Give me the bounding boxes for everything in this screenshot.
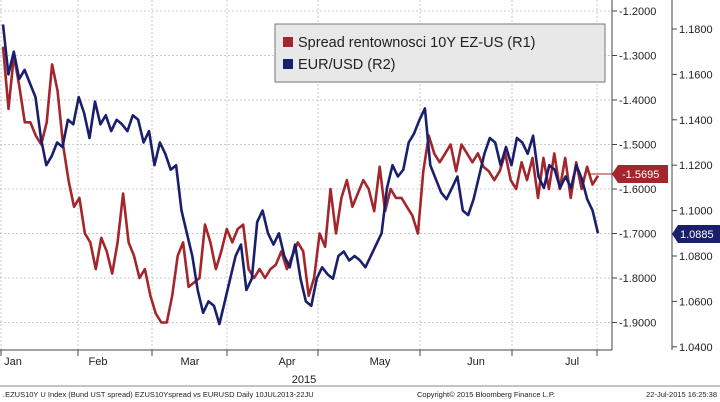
footer-timestamp: 22-Jul-2015 16:25:38 [646, 390, 717, 399]
right-tick-label: 1.0800 [679, 251, 713, 263]
eurusd-marker-shape [672, 225, 720, 243]
left-tick-label: -1.2000 [619, 6, 656, 18]
x-tick-label: Feb [89, 356, 108, 368]
right-tick-label: 1.1200 [679, 160, 713, 172]
legend: Spread rentownosci 10Y EZ-US (R1) EUR/US… [274, 23, 606, 83]
x-tick-label: Jun [467, 356, 485, 368]
series-lines [1, 24, 600, 326]
left-tick-label: -1.6000 [619, 184, 656, 196]
eurusd-series-line [1, 24, 600, 326]
x-tick-label: Jul [565, 356, 579, 368]
footer-source: .EZUS10Y U Index (Bund UST spread) EZUS1… [3, 390, 314, 399]
legend-swatch-spread [283, 37, 293, 47]
legend-swatch-eurusd [283, 59, 293, 69]
left-axis-ticks: -1.2000 -1.3000 -1.4000 -1.5000 -1.6000 -1.70… [612, 6, 656, 330]
right-tick-label: 1.1000 [679, 206, 713, 218]
right-tick-label: 1.1400 [679, 115, 713, 127]
last-value-marker-spread: -1.5695 [590, 165, 668, 183]
x-tick-label: Mar [181, 356, 200, 368]
year-label: 2015 [292, 374, 316, 386]
last-value-marker-eurusd: 1.0885 [672, 225, 720, 243]
right-tick-label: 1.0400 [679, 342, 713, 354]
right-tick-label: 1.1800 [679, 24, 713, 36]
left-tick-label: -1.5000 [619, 140, 656, 152]
left-tick-label: -1.9000 [619, 318, 656, 330]
x-tick-label: Jan [4, 356, 22, 368]
left-tick-label: -1.7000 [619, 229, 656, 241]
left-tick-label: -1.8000 [619, 273, 656, 285]
legend-label-eurusd: EUR/USD (R2) [298, 57, 395, 73]
right-tick-label: 1.1600 [679, 69, 713, 81]
x-tick-label: May [370, 356, 391, 368]
right-axis-ticks: 1.1800 1.1600 1.1400 1.1200 1.1000 1.0800 1.06… [672, 24, 713, 354]
spread-series-line [1, 46, 600, 324]
legend-box [274, 23, 606, 83]
left-tick-label: -1.3000 [619, 51, 656, 63]
legend-label-spread: Spread rentownosci 10Y EZ-US (R1) [298, 35, 535, 51]
footer-copyright: Copyright© 2015 Bloomberg Finance L.P. [417, 390, 555, 399]
spread-marker-label: -1.5695 [622, 169, 659, 181]
spread-marker-shape [612, 165, 668, 183]
right-tick-label: 1.0600 [679, 296, 713, 308]
eurusd-marker-label: 1.0885 [680, 229, 714, 241]
x-tick-label: Apr [278, 356, 295, 368]
left-tick-label: -1.4000 [619, 95, 656, 107]
x-axis-ticks: Jan Feb Mar Apr May Jun Jul [0, 350, 598, 368]
